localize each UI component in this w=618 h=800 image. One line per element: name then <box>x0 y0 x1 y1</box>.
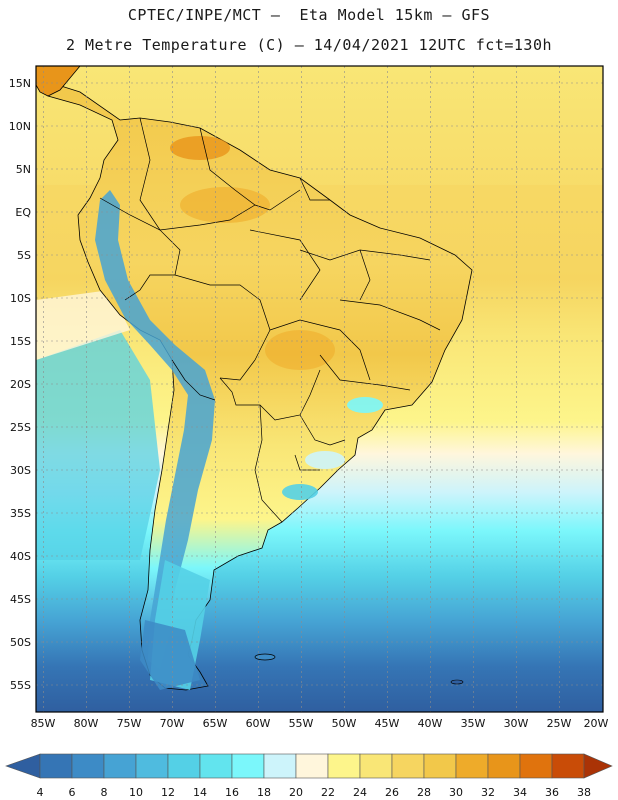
colorbar-tick-label: 32 <box>481 786 495 799</box>
colorbar: 4 6 8 10 12 14 16 18 20 22 24 26 28 30 32 34 36 38 <box>5 753 613 799</box>
colorbar-tick-label: 22 <box>321 786 335 799</box>
country-borders <box>99 117 441 523</box>
lat-label: 20S <box>10 378 31 391</box>
colorbar-tick-label: 24 <box>353 786 367 799</box>
colorbar-swatch <box>295 753 329 779</box>
lon-label: 20W <box>584 717 609 730</box>
colorbar-tick-label: 14 <box>193 786 207 799</box>
lat-label: 10N <box>9 120 31 133</box>
colorbar-swatch <box>519 753 553 779</box>
lon-label: 35W <box>461 717 486 730</box>
lat-label: 35S <box>10 507 31 520</box>
colorbar-tick-label: 38 <box>577 786 591 799</box>
lon-label: 85W <box>31 717 56 730</box>
map-title-line2: 2 Metre Temperature (C) – 14/04/2021 12U… <box>65 36 553 54</box>
lon-label: 75W <box>117 717 142 730</box>
colorbar-tick-label: 8 <box>101 786 108 799</box>
colorbar-tick-label: 10 <box>129 786 143 799</box>
lat-label: 40S <box>10 550 31 563</box>
patagonia-cold-zone <box>140 620 200 690</box>
latitude-labels: 15N 10N 5N EQ 5S 10S 15S 20S 25S 30S 35S… <box>9 77 32 692</box>
lat-label: 5S <box>17 249 31 262</box>
guianas-warm-zone <box>180 187 270 223</box>
colorbar-tick-label: 4 <box>37 786 44 799</box>
lat-label: 25S <box>10 421 31 434</box>
andes-cold-belt <box>95 190 215 670</box>
colorbar-swatch <box>103 753 137 779</box>
colorbar-swatch <box>359 753 393 779</box>
lat-label: 5N <box>16 163 31 176</box>
colorbar-tick-label: 30 <box>449 786 463 799</box>
lon-label: 25W <box>547 717 572 730</box>
pacific-cool-tongue <box>36 330 160 560</box>
colorbar-labels: 4 6 8 10 12 14 16 18 20 22 24 26 28 30 32 34 36 38 <box>37 786 592 799</box>
venezuela-hot-spot <box>170 136 230 160</box>
colorbar-tick-label: 28 <box>417 786 431 799</box>
uruguay-cool-patch <box>282 484 318 500</box>
lat-label: EQ <box>15 206 31 219</box>
colorbar-swatch <box>135 753 169 779</box>
lon-label: 70W <box>160 717 185 730</box>
falkland-islands <box>254 653 276 661</box>
colorbar-tick-label: 12 <box>161 786 175 799</box>
central-brazil-warm-zone <box>265 330 335 370</box>
colorbar-high-arrow <box>583 753 613 779</box>
colorbar-tick-label: 16 <box>225 786 239 799</box>
colorbar-tick-label: 34 <box>513 786 527 799</box>
colorbar-swatch <box>71 753 105 779</box>
lat-label: 55S <box>10 679 31 692</box>
central-america-landmass <box>36 66 81 97</box>
colorbar-swatch <box>263 753 297 779</box>
rio-grande-cool-patch <box>305 451 345 469</box>
colorbar-tick-label: 20 <box>289 786 303 799</box>
colorbar-tick-label: 26 <box>385 786 399 799</box>
colorbar-swatch <box>39 753 73 779</box>
colorbar-swatch <box>167 753 201 779</box>
lon-label: 65W <box>203 717 228 730</box>
colorbar-swatch <box>551 753 585 779</box>
lat-label: 30S <box>10 464 31 477</box>
south-georgia-island <box>450 679 464 685</box>
colorbar-swatch <box>327 753 361 779</box>
lat-label: 45S <box>10 593 31 606</box>
colorbar-swatch <box>231 753 265 779</box>
lat-label: 15N <box>9 77 31 90</box>
colorbar-swatch <box>391 753 425 779</box>
lat-label: 50S <box>10 636 31 649</box>
colorbar-low-arrow <box>5 753 41 779</box>
map-title-line1: CPTEC/INPE/MCT – Eta Model 15km – GFS <box>127 6 491 24</box>
colorbar-swatches <box>5 753 613 779</box>
colorbar-tick-label: 36 <box>545 786 559 799</box>
temperature-map: 15N 10N 5N EQ 5S 10S 15S 20S 25S 30S 35S… <box>9 65 609 730</box>
lon-label: 30W <box>504 717 529 730</box>
lon-label: 40W <box>418 717 443 730</box>
lon-label: 45W <box>375 717 400 730</box>
colorbar-swatch <box>199 753 233 779</box>
lon-label: 80W <box>74 717 99 730</box>
map-frame <box>35 65 604 713</box>
colorbar-swatch <box>455 753 489 779</box>
colorbar-swatch <box>487 753 521 779</box>
colorbar-tick-label: 18 <box>257 786 271 799</box>
southern-brazil-cool-patch <box>347 397 383 413</box>
lat-label: 15S <box>10 335 31 348</box>
lon-label: 50W <box>332 717 357 730</box>
lon-label: 55W <box>289 717 314 730</box>
longitude-labels: 85W 80W 75W 70W 65W 60W 55W 50W 45W 40W … <box>31 717 609 730</box>
colorbar-tick-label: 6 <box>69 786 76 799</box>
lon-label: 60W <box>246 717 271 730</box>
pacific-fresh-band <box>36 290 130 360</box>
lat-label: 10S <box>10 292 31 305</box>
colorbar-swatch <box>423 753 457 779</box>
